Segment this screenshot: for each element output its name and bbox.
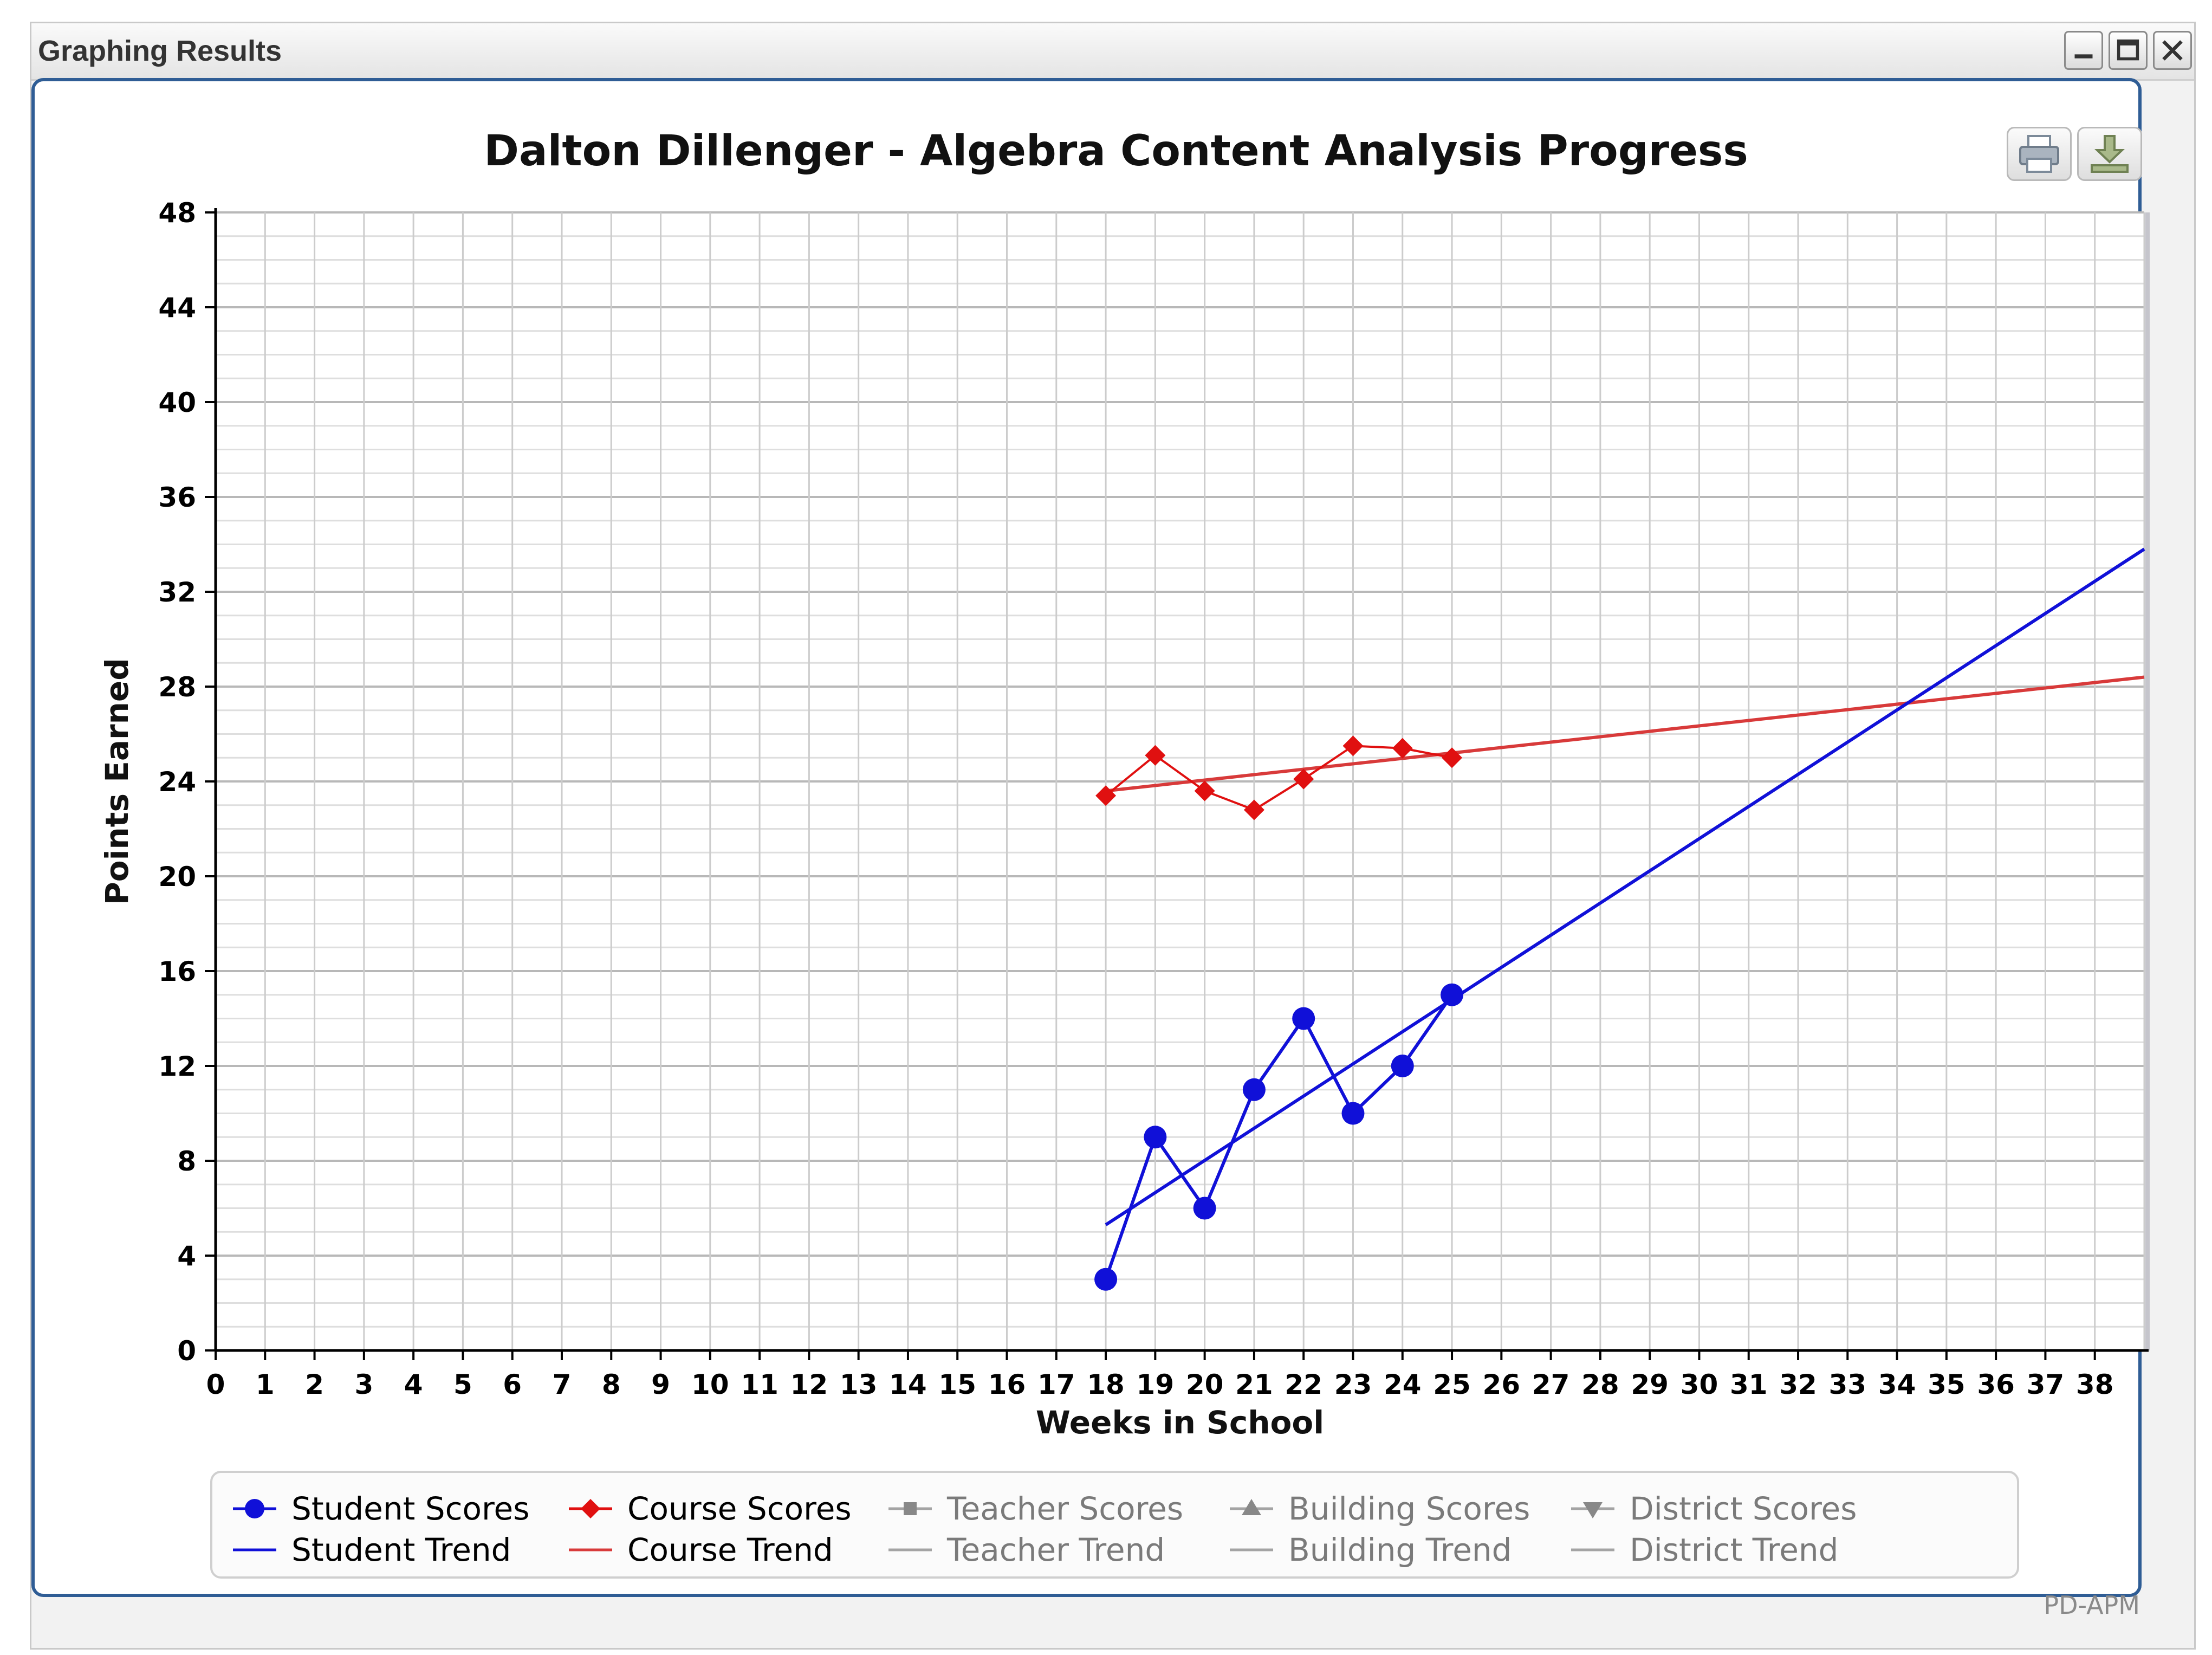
x-tick-label: 31 [1730, 1369, 1768, 1400]
x-tick-label: 12 [790, 1369, 828, 1400]
x-tick-label: 33 [1829, 1369, 1867, 1400]
legend-entry-label: Building Trend [1288, 1531, 1512, 1568]
student-score-point [1391, 1055, 1414, 1077]
x-tick-label: 38 [2076, 1369, 2114, 1400]
x-tick-label: 36 [1977, 1369, 2015, 1400]
x-tick-label: 20 [1186, 1369, 1224, 1400]
y-axis-label: Points Earned [99, 658, 135, 904]
x-tick-label: 10 [691, 1369, 729, 1400]
y-tick-label: 0 [177, 1335, 196, 1367]
student-score-point [1441, 984, 1463, 1006]
legend-entry-label: Teacher Trend [946, 1531, 1165, 1568]
x-tick-label: 11 [741, 1369, 779, 1400]
student-score-point [1094, 1268, 1117, 1291]
student-score-point [1193, 1197, 1216, 1220]
legend-entry-label: District Trend [1630, 1531, 1839, 1568]
x-tick-label: 35 [1928, 1369, 1965, 1400]
y-tick-label: 24 [158, 766, 196, 798]
x-tick-label: 22 [1285, 1369, 1322, 1400]
y-tick-label: 12 [158, 1051, 196, 1082]
x-tick-label: 16 [988, 1369, 1026, 1400]
y-tick-label: 32 [158, 577, 196, 608]
x-tick-label: 19 [1137, 1369, 1175, 1400]
x-tick-label: 8 [602, 1369, 621, 1400]
x-tick-label: 32 [1779, 1369, 1817, 1400]
legend-entry-label: Building Scores [1288, 1490, 1530, 1527]
legend-entry-label: Student Scores [291, 1490, 529, 1527]
x-tick-label: 34 [1878, 1369, 1916, 1400]
x-tick-label: 9 [651, 1369, 670, 1400]
x-tick-label: 14 [889, 1369, 927, 1400]
student-score-point [1341, 1102, 1364, 1125]
legend-entry-label: Teacher Scores [946, 1490, 1183, 1527]
y-tick-label: 28 [158, 671, 196, 703]
student-score-point [1144, 1126, 1166, 1148]
y-tick-label: 20 [158, 861, 196, 893]
x-tick-label: 23 [1334, 1369, 1372, 1400]
y-tick-label: 16 [158, 956, 196, 987]
y-tick-label: 44 [158, 292, 196, 324]
legend-entry-label: District Scores [1630, 1490, 1857, 1527]
x-tick-label: 29 [1631, 1369, 1669, 1400]
y-tick-label: 4 [177, 1240, 196, 1272]
x-tick-label: 17 [1037, 1369, 1075, 1400]
x-tick-label: 26 [1483, 1369, 1521, 1400]
legend-circle-marker [245, 1499, 264, 1518]
chart-title: Dalton Dillenger - Algebra Content Analy… [484, 127, 1748, 176]
x-tick-label: 24 [1384, 1369, 1422, 1400]
x-tick-label: 1 [256, 1369, 275, 1400]
student-score-point [1243, 1078, 1266, 1101]
x-tick-label: 21 [1235, 1369, 1273, 1400]
x-tick-label: 30 [1681, 1369, 1718, 1400]
x-tick-label: 27 [1532, 1369, 1570, 1400]
y-tick-label: 36 [158, 482, 196, 513]
x-tick-label: 13 [840, 1369, 878, 1400]
x-tick-label: 5 [453, 1369, 472, 1400]
y-tick-label: 40 [158, 387, 196, 418]
y-tick-label: 8 [177, 1146, 196, 1177]
x-tick-label: 37 [2027, 1369, 2065, 1400]
student-score-point [1292, 1007, 1315, 1030]
x-tick-label: 15 [938, 1369, 976, 1400]
legend-entry-label: Student Trend [291, 1531, 511, 1568]
x-tick-label: 6 [503, 1369, 522, 1400]
x-axis-label: Weeks in School [1036, 1404, 1324, 1441]
watermark: PD-APM [2044, 1591, 2140, 1620]
x-tick-label: 18 [1087, 1369, 1125, 1400]
y-tick-label: 48 [158, 197, 196, 229]
x-tick-label: 3 [354, 1369, 373, 1400]
legend-entry-label: Course Scores [627, 1490, 852, 1527]
x-tick-label: 25 [1433, 1369, 1471, 1400]
x-tick-label: 7 [553, 1369, 572, 1400]
legend-square-marker [904, 1502, 917, 1515]
legend-entry-label: Course Trend [627, 1531, 833, 1568]
x-tick-label: 2 [305, 1369, 324, 1400]
x-tick-label: 4 [404, 1369, 423, 1400]
x-tick-label: 28 [1581, 1369, 1619, 1400]
x-tick-label: 0 [206, 1369, 225, 1400]
